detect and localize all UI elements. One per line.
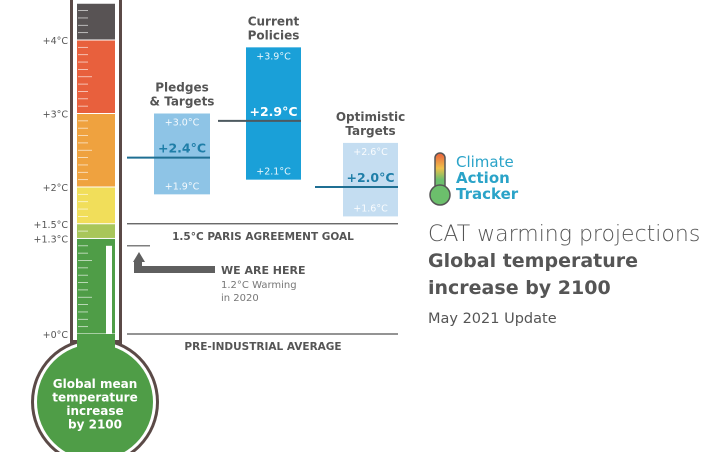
- bulb-label: by 2100: [68, 418, 122, 432]
- axis-tick-label: +1.3°C: [34, 234, 69, 245]
- range-bar: [343, 142, 398, 217]
- we-are-here-arrow-icon: [133, 252, 215, 273]
- median-label: +2.0°C: [346, 170, 394, 185]
- thermometer-neck: [77, 334, 115, 384]
- bulb-label: increase: [66, 404, 123, 418]
- brand-line-2: Action: [456, 169, 510, 187]
- series-name: Policies: [248, 28, 300, 42]
- series-name: Optimistic: [336, 110, 405, 124]
- axis-tick-label: +0°C: [43, 330, 69, 341]
- thermometer-bulb: [37, 344, 153, 452]
- series-name: Pledges: [155, 81, 209, 95]
- temperature-band: [77, 224, 115, 238]
- current-level-bar: [106, 245, 112, 334]
- title-block: CAT warming projections Global temperatu…: [428, 222, 700, 327]
- brand-line-3: Tracker: [456, 185, 519, 203]
- we-are-here-label: WE ARE HERE: [221, 264, 306, 277]
- axis-tick-label: +4°C: [43, 36, 69, 47]
- high-label: +3.0°C: [165, 118, 200, 129]
- low-label: +1.6°C: [353, 203, 388, 214]
- series-name: Targets: [345, 124, 395, 138]
- bulb-label: temperature: [52, 391, 137, 405]
- axis-tick-label: +3°C: [43, 110, 69, 121]
- temperature-band: [77, 187, 115, 224]
- range-bar: [246, 47, 301, 180]
- range-bar: [154, 113, 210, 195]
- thermometer-logo-icon: [429, 152, 451, 206]
- series-name: & Targets: [150, 95, 215, 109]
- subtitle-line-2: increase by 2100: [428, 277, 611, 299]
- update-date: May 2021 Update: [428, 311, 557, 327]
- series-name: Current: [248, 14, 300, 28]
- low-label: +2.1°C: [256, 167, 291, 178]
- high-label: +2.6°C: [353, 147, 388, 158]
- we-are-here-sub: 1.2°C Warming: [221, 280, 297, 291]
- median-label: +2.9°C: [249, 104, 297, 119]
- page-title: CAT warming projections: [428, 222, 701, 247]
- bulb-label: Global mean: [53, 377, 137, 391]
- median-label: +2.4°C: [158, 141, 206, 156]
- we-are-here-sub: in 2020: [221, 293, 259, 304]
- high-label: +3.9°C: [256, 51, 291, 62]
- reference-label: PRE-INDUSTRIAL AVERAGE: [184, 341, 341, 353]
- axis-tick-label: +2°C: [43, 183, 69, 194]
- reference-label: 1.5°C PARIS AGREEMENT GOAL: [172, 231, 354, 243]
- temperature-band: [77, 3, 115, 40]
- brand-logo: Climate Action Tracker: [428, 152, 548, 207]
- low-label: +1.9°C: [165, 181, 200, 192]
- subtitle-line-1: Global temperature: [428, 250, 639, 272]
- brand-line-1: Climate: [456, 153, 514, 171]
- axis-tick-label: +1.5°C: [34, 220, 69, 231]
